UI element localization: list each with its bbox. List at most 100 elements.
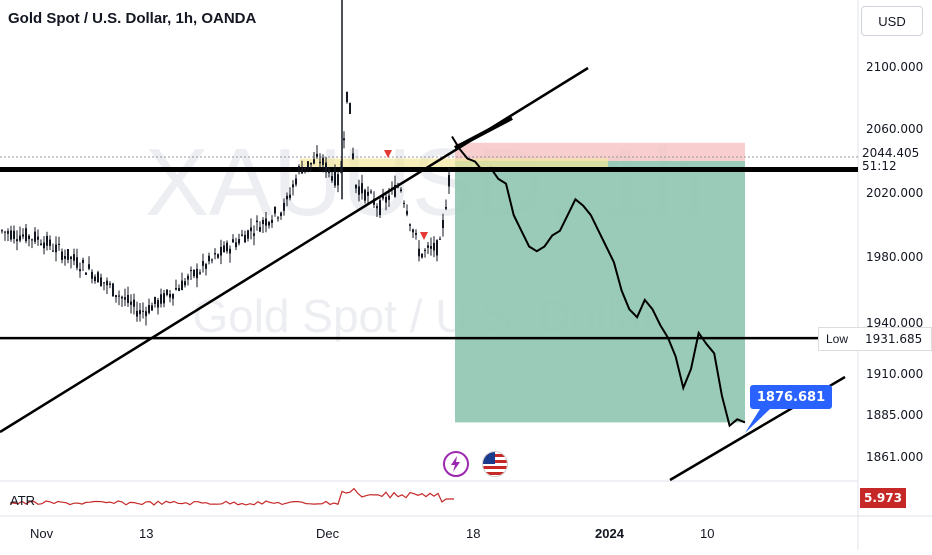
candle-body: [256, 220, 258, 223]
candle-body: [292, 184, 294, 188]
candle-body: [109, 283, 111, 285]
candle-body: [58, 243, 60, 245]
candle-body: [178, 288, 180, 291]
candle-body: [445, 207, 447, 209]
candle-body: [301, 167, 303, 174]
candle-body: [337, 174, 339, 186]
currency-selector[interactable]: USD: [861, 6, 923, 36]
candle-body: [166, 289, 168, 295]
candle-body: [187, 275, 189, 280]
candle-body: [331, 176, 333, 181]
candle-body: [100, 277, 102, 286]
candle-body: [319, 161, 321, 164]
candle-body: [157, 300, 159, 308]
candle-body: [343, 138, 345, 141]
candle-body: [139, 310, 141, 315]
candle-body: [277, 217, 279, 219]
candle-body: [409, 224, 411, 226]
candle-body: [40, 243, 42, 245]
price-callout[interactable]: 1876.681: [750, 385, 832, 409]
candle-body: [307, 161, 309, 168]
atr-indicator-label[interactable]: ATR: [10, 493, 36, 508]
candle-body: [322, 157, 324, 165]
take-profit-zone: [455, 161, 745, 423]
y-tick-label: 2060.000: [866, 122, 924, 136]
candle-body: [247, 230, 249, 239]
candle-body: [31, 239, 33, 241]
candle-body: [223, 245, 225, 252]
candle-body: [370, 191, 372, 193]
candle-body: [280, 212, 282, 216]
candle-body: [403, 202, 405, 204]
candle-body: [421, 253, 423, 258]
candle-body: [94, 276, 96, 282]
candle-countdown: 51:12: [862, 159, 897, 173]
candle-body: [244, 234, 246, 243]
candle-body: [358, 186, 360, 195]
us-flag-icon[interactable]: [482, 451, 508, 477]
candle-body: [346, 91, 348, 103]
y-tick-label: 1861.000: [866, 450, 924, 464]
candle-body: [202, 261, 204, 266]
candle-body: [97, 272, 99, 283]
candle-body: [394, 185, 396, 197]
candle-body: [340, 168, 342, 173]
low-level-marker: Low 1931.685: [818, 327, 932, 351]
candle-body: [241, 234, 243, 236]
candle-body: [316, 153, 318, 157]
candle-body: [385, 196, 387, 203]
candle-body: [64, 255, 66, 259]
candle-body: [172, 293, 174, 299]
candle-body: [163, 293, 165, 304]
x-tick-label: 13: [139, 526, 154, 541]
candle-body: [436, 240, 438, 256]
candle-body: [235, 242, 237, 248]
candle-body: [379, 200, 381, 216]
candle-body: [4, 231, 6, 233]
candle-body: [13, 230, 15, 239]
candle-body: [283, 202, 285, 211]
candle-body: [136, 310, 138, 317]
candle-body: [10, 230, 12, 240]
candle-body: [349, 102, 351, 114]
candle-body: [88, 264, 90, 269]
projected-price-path: [451, 135, 746, 428]
candle-body: [19, 235, 21, 241]
low-label: Low: [826, 332, 849, 346]
resistance-highlight: [300, 158, 608, 169]
candle-body: [214, 253, 216, 255]
y-tick-label: 1940.000: [866, 316, 924, 330]
candle-body: [106, 280, 108, 286]
candle-body: [274, 206, 276, 214]
candle-body: [211, 259, 213, 261]
y-tick-label: 1980.000: [866, 250, 924, 264]
candle-body: [268, 221, 270, 226]
y-tick-label: 1885.000: [866, 408, 924, 422]
candle-body: [355, 184, 357, 189]
candle-body: [127, 294, 129, 303]
candle-body: [61, 251, 63, 260]
candle-body: [76, 257, 78, 268]
candle-body: [16, 239, 18, 242]
candle-body: [310, 162, 312, 165]
candle-body: [388, 195, 390, 200]
callout-pointer: [745, 409, 770, 433]
candle-body: [238, 239, 240, 244]
lightning-icon[interactable]: [443, 451, 469, 477]
candle-body: [433, 242, 435, 251]
candle-body: [34, 231, 36, 242]
candle-body: [262, 219, 264, 225]
candle-body: [439, 238, 441, 240]
candle-body: [226, 242, 228, 252]
candle-body: [82, 259, 84, 264]
candle-body: [25, 228, 27, 242]
candle-body: [265, 218, 267, 226]
candle-body: [142, 310, 144, 312]
candle-body: [70, 256, 72, 260]
candle-body: [145, 311, 147, 317]
candle-body: [430, 246, 432, 249]
low-value: 1931.685: [865, 332, 923, 346]
candle-body: [7, 230, 9, 234]
